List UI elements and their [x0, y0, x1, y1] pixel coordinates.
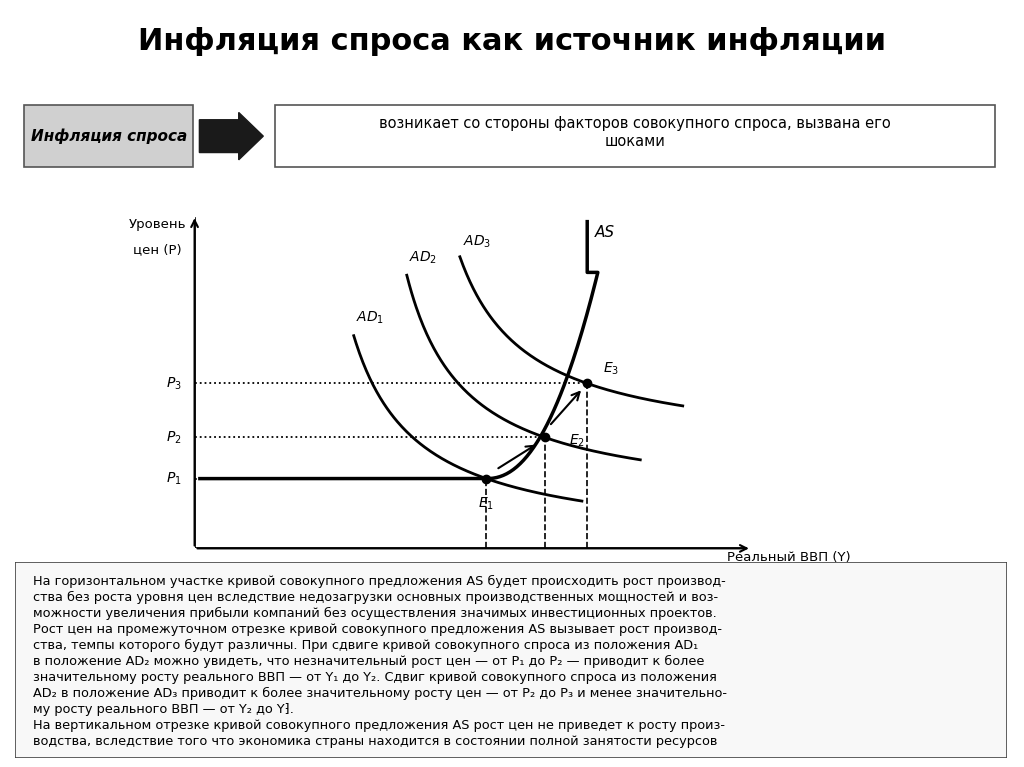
Text: водства, вследствие того что экономика страны находится в состоянии полной занят: водства, вследствие того что экономика с… — [33, 736, 718, 749]
Text: ства, темпы которого будут различны. При сдвиге кривой совокупного спроса из пол: ства, темпы которого будут различны. При… — [33, 639, 698, 652]
FancyBboxPatch shape — [15, 562, 1007, 758]
Text: му росту реального ВВП — от Y₂ до Y⁆.: му росту реального ВВП — от Y₂ до Y⁆. — [33, 703, 294, 716]
Text: $Y_F$: $Y_F$ — [580, 565, 595, 581]
Text: Рост цен на промежуточном отрезке кривой совокупного предложения AS вызывает рос: Рост цен на промежуточном отрезке кривой… — [33, 623, 722, 636]
Text: $AD_1$: $AD_1$ — [356, 310, 385, 326]
Text: $P_2$: $P_2$ — [166, 430, 181, 446]
Text: Уровень: Уровень — [129, 219, 186, 232]
Text: Реальный ВВП (Y): Реальный ВВП (Y) — [727, 551, 851, 565]
Text: На горизонтальном участке кривой совокупного предложения AS будет происходить ро: На горизонтальном участке кривой совокуп… — [33, 575, 726, 588]
Text: AS: AS — [595, 225, 615, 240]
Text: возникает со стороны факторов совокупного спроса, вызвана его
шоками: возникает со стороны факторов совокупног… — [379, 117, 891, 149]
Text: можности увеличения прибыли компаний без осуществления значимых инвестиционных п: можности увеличения прибыли компаний без… — [33, 607, 717, 620]
Text: $E_3$: $E_3$ — [603, 360, 620, 377]
FancyBboxPatch shape — [275, 105, 994, 167]
Text: Инфляция спроса как источник инфляции: Инфляция спроса как источник инфляции — [138, 27, 886, 56]
Text: $Y_2$: $Y_2$ — [537, 565, 553, 581]
Text: $Y_1$: $Y_1$ — [478, 565, 495, 581]
Text: На вертикальном отрезке кривой совокупного предложения AS рост цен не приведет к: На вертикальном отрезке кривой совокупно… — [33, 719, 725, 732]
Text: $E_1$: $E_1$ — [478, 496, 495, 512]
Text: $AD_2$: $AD_2$ — [410, 249, 437, 265]
Text: в положение AD₂ можно увидеть, что незначительный рост цен — от P₁ до P₂ — приво: в положение AD₂ можно увидеть, что незна… — [33, 655, 705, 668]
FancyBboxPatch shape — [25, 105, 194, 167]
Text: $AD_3$: $AD_3$ — [463, 234, 490, 251]
Text: ства без роста уровня цен вследствие недозагрузки основных производственных мощн: ства без роста уровня цен вследствие нед… — [33, 591, 718, 604]
Text: цен (P): цен (P) — [133, 244, 181, 257]
Text: $P_3$: $P_3$ — [166, 375, 181, 392]
Text: $E_2$: $E_2$ — [568, 433, 585, 449]
Text: Инфляция спроса: Инфляция спроса — [31, 128, 187, 144]
FancyArrow shape — [200, 113, 263, 160]
Text: значительному росту реального ВВП — от Y₁ до Y₂. Сдвиг кривой совокупного спроса: значительному росту реального ВВП — от Y… — [33, 671, 717, 684]
Text: AD₂ в положение AD₃ приводит к более значительному росту цен — от P₂ до P₃ и мен: AD₂ в положение AD₃ приводит к более зна… — [33, 687, 727, 700]
Text: $P_1$: $P_1$ — [166, 470, 181, 487]
